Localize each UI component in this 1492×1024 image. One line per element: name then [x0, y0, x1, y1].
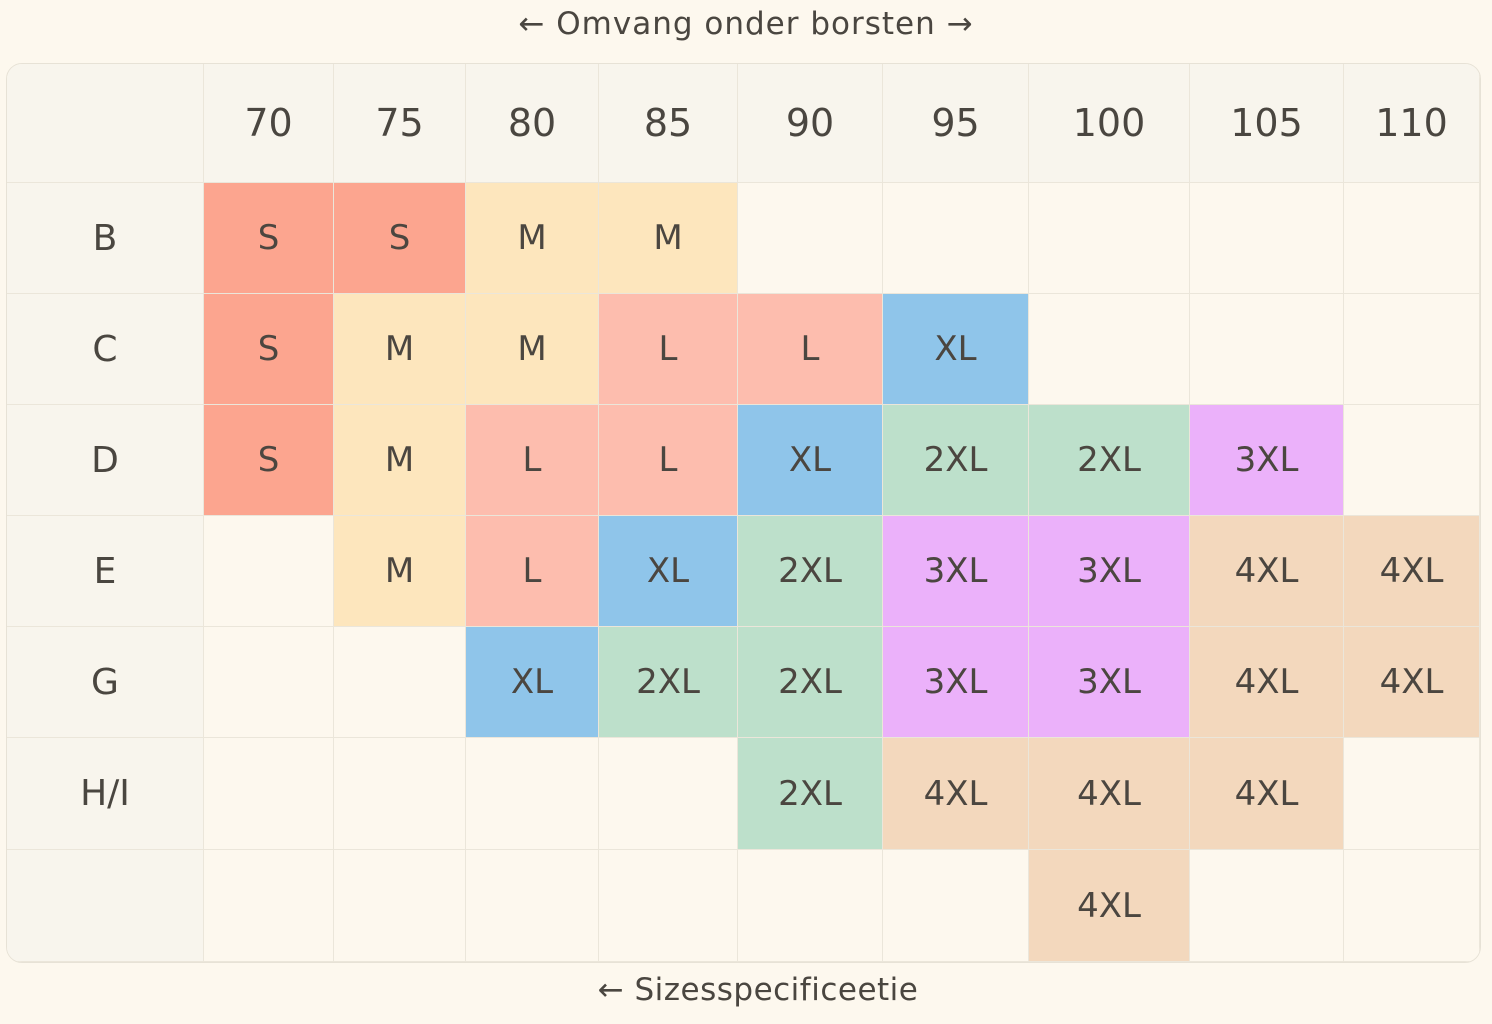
size-cell: 2XL [599, 627, 738, 738]
size-cell: L [599, 294, 738, 405]
empty-cell [1344, 294, 1480, 405]
size-cell: S [204, 183, 334, 294]
empty-cell [738, 850, 883, 962]
column-header-90: 90 [738, 64, 883, 183]
size-cell: XL [599, 516, 738, 627]
row-header-d: D [7, 405, 204, 516]
row-header-c: C [7, 294, 204, 405]
size-cell: 3XL [1029, 627, 1190, 738]
empty-cell [204, 738, 334, 850]
column-header-100: 100 [1029, 64, 1190, 183]
size-cell: M [334, 405, 466, 516]
empty-cell [334, 627, 466, 738]
size-cell: L [738, 294, 883, 405]
row-header-g: G [7, 627, 204, 738]
size-cell: 4XL [1029, 850, 1190, 962]
size-cell: 3XL [1190, 405, 1344, 516]
empty-cell [466, 738, 599, 850]
size-cell: 2XL [738, 738, 883, 850]
empty-cell [466, 850, 599, 962]
empty-cell [1190, 850, 1344, 962]
size-cell: M [334, 516, 466, 627]
empty-cell [883, 850, 1029, 962]
row-header-e: E [7, 516, 204, 627]
row-header-blank [7, 850, 204, 962]
size-cell: 4XL [1344, 627, 1480, 738]
chart-title: ← Omvang onder borsten → [518, 6, 974, 42]
size-cell: M [466, 294, 599, 405]
size-cell: 2XL [738, 627, 883, 738]
empty-cell [1029, 294, 1190, 405]
empty-cell [334, 850, 466, 962]
size-cell: 3XL [1029, 516, 1190, 627]
column-header-75: 75 [334, 64, 466, 183]
column-header-80: 80 [466, 64, 599, 183]
column-header-70: 70 [204, 64, 334, 183]
size-grid: 70 75 80 85 90 95 100 105 110 B S S M M C S M M L L XL D S M L L X… [7, 64, 1480, 962]
empty-cell [334, 738, 466, 850]
size-cell: XL [466, 627, 599, 738]
size-cell: M [599, 183, 738, 294]
size-cell: S [334, 183, 466, 294]
size-cell: L [599, 405, 738, 516]
size-cell: 3XL [883, 516, 1029, 627]
column-header-110: 110 [1344, 64, 1480, 183]
chart-footer: ← Sizesspecificeetie [597, 972, 919, 1008]
size-table: 70 75 80 85 90 95 100 105 110 B S S M M C S M M L L XL D S M L L X… [6, 63, 1481, 963]
size-cell: XL [883, 294, 1029, 405]
table-corner [7, 64, 204, 183]
size-cell: M [334, 294, 466, 405]
size-cell: 2XL [738, 516, 883, 627]
empty-cell [1190, 294, 1344, 405]
empty-cell [1344, 738, 1480, 850]
size-cell: L [466, 405, 599, 516]
size-cell: 4XL [883, 738, 1029, 850]
size-cell: S [204, 405, 334, 516]
empty-cell [883, 183, 1029, 294]
empty-cell [599, 738, 738, 850]
empty-cell [204, 516, 334, 627]
size-cell: XL [738, 405, 883, 516]
size-cell: 2XL [883, 405, 1029, 516]
empty-cell [204, 850, 334, 962]
column-header-85: 85 [599, 64, 738, 183]
size-cell: S [204, 294, 334, 405]
empty-cell [1344, 405, 1480, 516]
size-cell: 4XL [1190, 738, 1344, 850]
size-cell: 4XL [1190, 516, 1344, 627]
empty-cell [1190, 183, 1344, 294]
empty-cell [738, 183, 883, 294]
empty-cell [1344, 183, 1480, 294]
size-cell: 3XL [883, 627, 1029, 738]
size-cell: L [466, 516, 599, 627]
row-header-b: B [7, 183, 204, 294]
size-cell: 4XL [1344, 516, 1480, 627]
size-cell: 4XL [1190, 627, 1344, 738]
column-header-95: 95 [883, 64, 1029, 183]
column-header-105: 105 [1190, 64, 1344, 183]
empty-cell [599, 850, 738, 962]
empty-cell [204, 627, 334, 738]
size-cell: M [466, 183, 599, 294]
empty-cell [1029, 183, 1190, 294]
size-cell: 4XL [1029, 738, 1190, 850]
row-header-h-i: H/I [7, 738, 204, 850]
size-cell: 2XL [1029, 405, 1190, 516]
empty-cell [1344, 850, 1480, 962]
